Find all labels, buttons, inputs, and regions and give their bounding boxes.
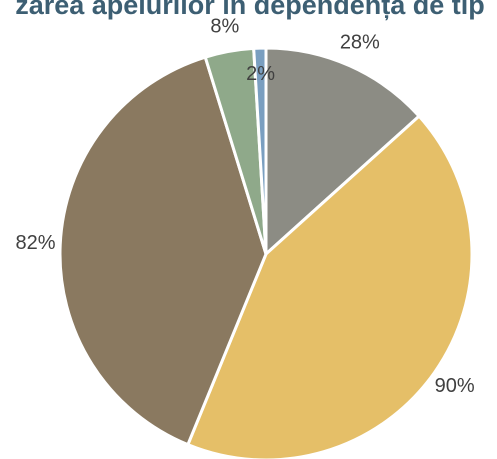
- slice-label: 28%: [340, 32, 380, 54]
- pie-slice: [252, 46, 268, 255]
- chart-title: zarea apelurilor în dependența de tip: [15, 0, 485, 20]
- slice-label: 90%: [435, 375, 475, 397]
- slice-label: 82%: [15, 232, 55, 254]
- slice-label: 8%: [210, 15, 239, 37]
- slice-label: 2%: [246, 63, 275, 85]
- pie-slice: [185, 114, 474, 459]
- pie-slice: [264, 46, 422, 258]
- pie-slice: [58, 55, 268, 447]
